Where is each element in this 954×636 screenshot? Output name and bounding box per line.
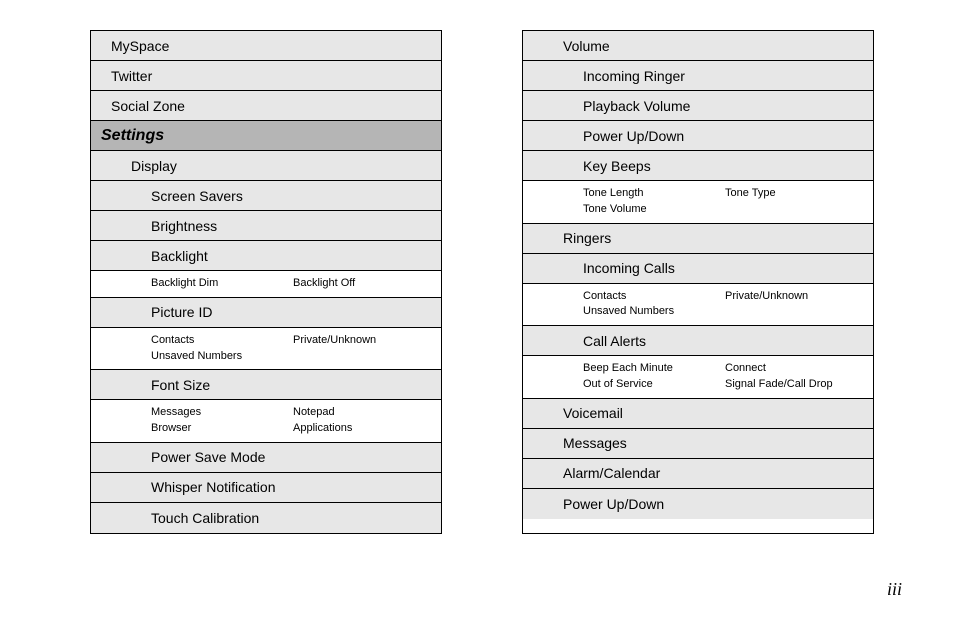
toc-subentry-group: Beep Each Minute Connect Out of Service Sig… [523, 356, 873, 399]
toc-subentry: Messages [151, 406, 289, 420]
toc-entry: Incoming Calls [523, 254, 873, 284]
toc-entry: Alarm/Calendar [523, 459, 873, 489]
toc-subentry-group: Tone Length Tone Type Tone Volume [523, 181, 873, 224]
toc-entry: Incoming Ringer [523, 61, 873, 91]
toc-subentry [293, 350, 431, 364]
toc-entry: Power Up/Down [523, 121, 873, 151]
toc-subentry-grid: Tone Length Tone Type Tone Volume [583, 187, 863, 217]
toc-entry: Call Alerts [523, 326, 873, 356]
toc-subentry-group: Backlight Dim Backlight Off [91, 271, 441, 298]
toc-entry: Font Size [91, 370, 441, 400]
toc-entry: Backlight [91, 241, 441, 271]
toc-entry: Picture ID [91, 298, 441, 328]
toc-subentry-grid: Contacts Private/Unknown Unsaved Numbers [151, 334, 431, 364]
toc-entry: Display [91, 151, 441, 181]
toc-subentry: Contacts [151, 334, 289, 348]
toc-column-right: VolumeIncoming RingerPlayback VolumePowe… [522, 30, 874, 534]
toc-entry: Touch Calibration [91, 503, 441, 533]
toc-entry: Whisper Notification [91, 473, 441, 503]
toc-subentry-grid: Beep Each Minute Connect Out of Service Sig… [583, 362, 863, 392]
toc-subentry: Backlight Dim [151, 277, 289, 291]
toc-entry: Volume [523, 31, 873, 61]
toc-entry: Ringers [523, 224, 873, 254]
toc-subentry: Notepad [293, 406, 431, 420]
toc-subentry-group: Messages Notepad Browser Applications [91, 400, 441, 443]
toc-subentry: Tone Type [725, 187, 863, 201]
toc-subentry: Private/Unknown [293, 334, 431, 348]
toc-entry: MySpace [91, 31, 441, 61]
toc-subentry: Signal Fade/Call Drop [725, 378, 863, 392]
toc-entry: Power Up/Down [523, 489, 873, 519]
toc-subentry: Applications [293, 422, 431, 436]
toc-entry: Power Save Mode [91, 443, 441, 473]
toc-subentry: Backlight Off [293, 277, 431, 291]
toc-subentry: Unsaved Numbers [583, 305, 721, 319]
toc-subentry: Tone Length [583, 187, 721, 201]
toc-entry: Screen Savers [91, 181, 441, 211]
page: MySpaceTwitterSocial ZoneSettingsDisplay… [0, 0, 954, 636]
toc-subentry-group: Contacts Private/Unknown Unsaved Numbers [523, 284, 873, 327]
toc-entry: Social Zone [91, 91, 441, 121]
toc-entry: Brightness [91, 211, 441, 241]
toc-entry: Voicemail [523, 399, 873, 429]
toc-subentry: Out of Service [583, 378, 721, 392]
toc-subentry: Tone Volume [583, 203, 721, 217]
toc-subentry: Connect [725, 362, 863, 376]
toc-entry: Twitter [91, 61, 441, 91]
toc-entry: Key Beeps [523, 151, 873, 181]
toc-subentry: Contacts [583, 290, 721, 304]
toc-subentry [725, 305, 863, 319]
toc-subentry-grid: Contacts Private/Unknown Unsaved Numbers [583, 290, 863, 320]
toc-subentry: Private/Unknown [725, 290, 863, 304]
toc-entry: Playback Volume [523, 91, 873, 121]
toc-subentry [725, 203, 863, 217]
page-number: iii [887, 579, 902, 600]
toc-column-left: MySpaceTwitterSocial ZoneSettingsDisplay… [90, 30, 442, 534]
toc-entry: Messages [523, 429, 873, 459]
toc-subentry-group: Contacts Private/Unknown Unsaved Numbers [91, 328, 441, 371]
section-header: Settings [91, 121, 441, 151]
toc-subentry: Beep Each Minute [583, 362, 721, 376]
toc-subentry: Unsaved Numbers [151, 350, 289, 364]
toc-subentry: Browser [151, 422, 289, 436]
toc-subentry-grid: Backlight Dim Backlight Off [151, 277, 431, 291]
toc-subentry-grid: Messages Notepad Browser Applications [151, 406, 431, 436]
columns-wrapper: MySpaceTwitterSocial ZoneSettingsDisplay… [0, 0, 954, 534]
